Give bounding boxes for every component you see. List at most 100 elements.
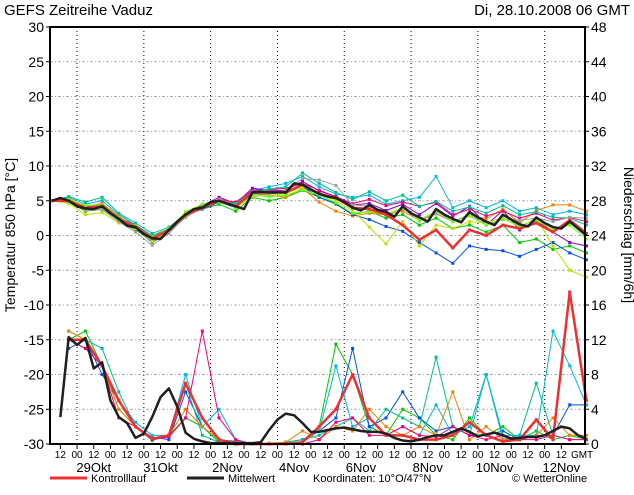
x-tick-label: 00 [172,450,184,461]
precip-member-series-point [584,438,588,442]
precip-member-series-point [534,433,538,437]
temp-member-series-point [351,197,355,201]
x-tick-label: 00 [405,450,417,461]
precip-member-series-point [234,438,238,442]
precip-control-series-point [501,439,505,443]
precip-member-series-point [217,407,221,411]
x-tick-label: 12 [355,450,367,461]
temp-member-series-point [100,195,104,199]
precip-member-series-point [484,425,488,429]
temp-member-series-point [501,207,505,211]
precip-member-series-point [184,390,188,394]
temp-member-series-point [367,202,371,206]
precip-member-series-point [568,433,572,437]
precip-control-series-point [150,437,154,441]
left-tick-label: 0 [36,228,44,244]
temp-member-series-point [184,210,188,214]
precip-member-series-point [150,435,154,439]
temp-control-series-point [401,223,405,227]
temp-member-series-point [451,206,455,210]
temp-member-series-point [568,251,572,255]
temp-member-series-point [234,209,238,213]
temp-member-series-point [267,199,271,203]
precip-member-series-point [301,429,304,433]
temp-member-series-point [468,207,471,211]
right-tick-label: 8 [591,367,599,383]
x-tick-label: 12 [322,450,334,461]
axes: 302520151050-5-10-15-20-25-3048444036322… [24,19,607,475]
temp-member-series-point [100,199,104,203]
temp-member-series-point [367,193,371,197]
precip-member-series-point [200,425,204,429]
temp-member-series-point [434,199,438,203]
precip-control-series-point [584,399,588,403]
precip-member-series-point [367,425,371,429]
precip-control-series-point [200,416,204,420]
precip-member-series-point [184,373,188,376]
precip-mean-series-line [59,335,587,445]
precip-member-series-point [184,407,188,411]
precip-member-series-point [534,381,538,385]
precip-member-series-point [518,433,522,437]
temp-member-series-point [568,223,572,227]
left-tick-label: 30 [28,19,44,35]
temp-member-series-point [301,188,304,192]
temp-member-series-point [568,240,572,244]
temp-member-series-point [334,183,338,187]
precip-member-series-point [100,346,104,350]
temp-member-series-point [401,213,405,217]
temp-member-series-point [451,209,455,213]
temp-member-series-point [434,223,438,227]
run-date: Di, 28.10.2008 06 GMT [474,2,630,19]
x-tick-label: 12 [55,450,67,461]
temp-member-series-point [317,200,321,204]
temp-mean-series [51,182,588,241]
temp-member-series-point [317,188,321,192]
temp-member-series-point [401,202,405,206]
precip-control-series-point [401,433,405,437]
temp-member-series-point [317,185,321,189]
precip-control-series-point [167,433,171,437]
precip-control-series-point [551,438,555,442]
temp-member-series-point [584,251,588,255]
precip-member-series-point [468,425,471,429]
left-tick-label: 20 [28,89,44,105]
temp-member-series [50,181,588,240]
temp-member-series-point [301,174,304,178]
temp-member-series-point [401,193,405,197]
temp-member-series-point [484,230,488,234]
temp-member-series-point [334,201,338,205]
precip-member-series-point [451,438,455,442]
precip-member-series-point [501,438,505,442]
temp-member-series-point [484,221,488,225]
temp-member-series-point [83,213,87,217]
x-tick-label: 00 [372,450,384,461]
temp-control-series-point [417,238,421,242]
temp-member-series-point [468,220,471,224]
precip-member-series-point [568,438,572,442]
temp-member-series-point [518,240,522,244]
temp-member-series-point [100,211,104,215]
temp-member-series-point [534,218,538,222]
temp-member-series-point [317,181,321,185]
precip-member-series-point [351,416,355,420]
temp-member-series-point [117,220,121,224]
temp-member-series-point [484,217,488,221]
precip-member-series-point [200,433,204,437]
series-layer [50,171,588,446]
left-axis-title: Temperatur 850 hPa [°C] [2,158,18,312]
right-tick-label: 0 [591,436,599,452]
temp-member-series-point [417,195,421,199]
temp-member-series-point [568,215,572,219]
temp-member-series-point [434,216,438,220]
precip-control-series-line [68,290,588,446]
precip-control-series-point [384,433,388,437]
precip-member-series-point [534,438,538,442]
temp-member-series-point [334,199,338,203]
legend-mean-label: Mittelwert [228,473,275,485]
temp-member-series-point [351,203,355,207]
day-label: 6Nov [346,460,377,475]
x-tick-label: 00 [272,450,284,461]
temp-member-series-point [401,209,405,213]
precip-member-series-point [351,346,355,350]
